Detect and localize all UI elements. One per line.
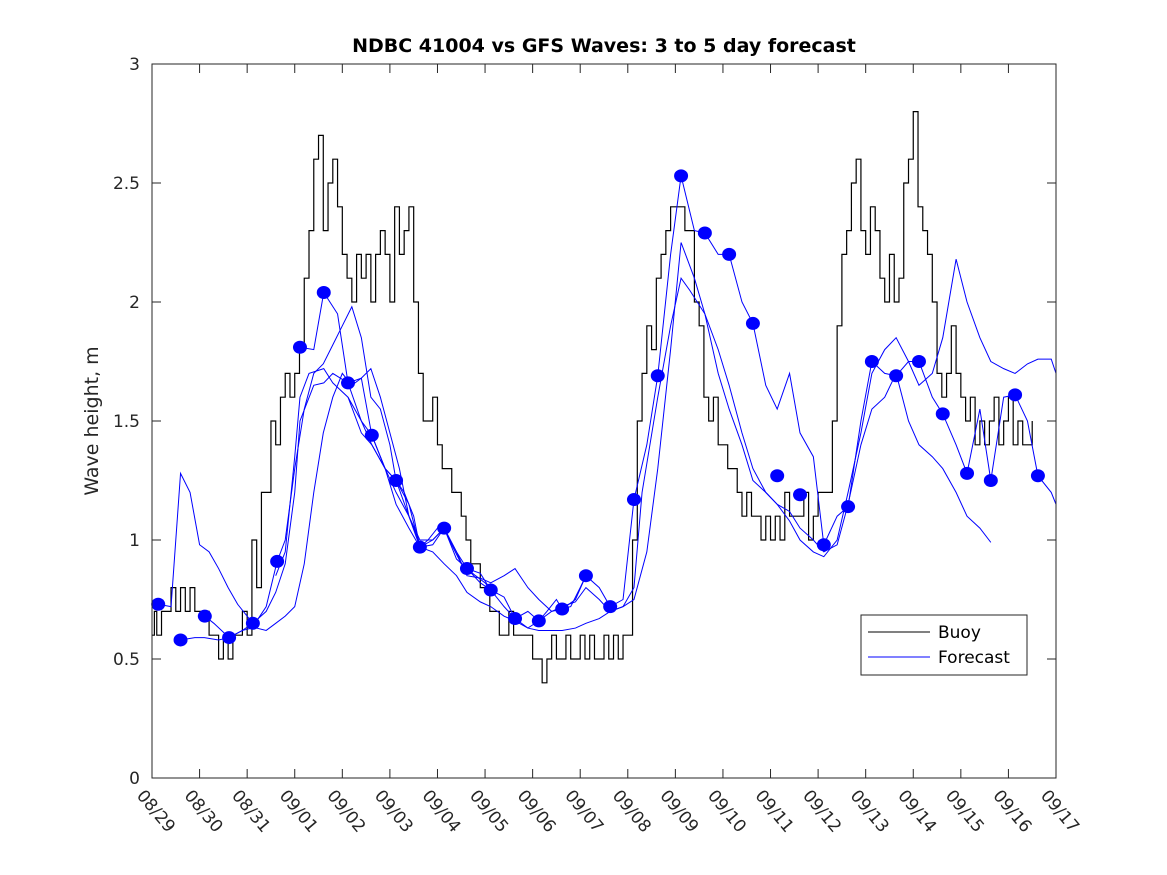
forecast-marker <box>816 538 831 552</box>
forecast-marker <box>603 600 618 614</box>
forecast-marker <box>316 285 331 299</box>
forecast-marker <box>770 469 785 483</box>
legend-forecast-label: Forecast <box>938 648 1010 668</box>
y-axis-label: Wave height, m <box>81 346 103 495</box>
forecast-marker <box>935 407 950 421</box>
forecast-marker <box>793 488 808 502</box>
legend-box <box>860 614 1028 676</box>
forecast-marker <box>197 609 212 623</box>
y-tick-label: 3 <box>129 55 140 75</box>
forecast-marker <box>222 631 237 645</box>
y-tick-label: 1.5 <box>113 412 140 432</box>
legend: Buoy Forecast <box>860 614 1028 676</box>
forecast-marker <box>864 355 879 368</box>
forecast-marker <box>292 340 307 354</box>
forecast-marker <box>270 554 285 568</box>
forecast-series-line-4 <box>275 276 992 631</box>
y-tick-label: 2.5 <box>113 174 140 194</box>
forecast-marker <box>626 493 641 507</box>
chart-title: NDBC 41004 vs GFS Waves: 3 to 5 day fore… <box>352 35 856 57</box>
forecast-marker <box>508 612 523 626</box>
forecast-marker <box>245 616 260 630</box>
forecast-series-line-6 <box>347 242 1057 612</box>
y-tick-label: 0 <box>129 769 140 789</box>
y-tick-label: 1 <box>129 531 140 551</box>
forecast-marker <box>889 369 904 383</box>
forecast-marker <box>341 376 356 390</box>
forecast-marker <box>697 226 712 240</box>
y-tick-label: 2 <box>129 293 140 313</box>
forecast-marker <box>437 521 452 535</box>
buoy-series-line <box>152 111 1033 684</box>
forecast-marker <box>389 474 404 487</box>
forecast-marker <box>555 602 570 616</box>
legend-buoy-label: Buoy <box>938 623 981 643</box>
forecast-marker <box>412 540 427 554</box>
forecast-marker <box>151 597 166 611</box>
forecast-marker <box>983 474 998 487</box>
forecast-marker <box>841 500 856 514</box>
forecast-marker <box>722 247 737 261</box>
forecast-marker <box>578 569 593 583</box>
forecast-marker <box>173 633 188 647</box>
forecast-marker <box>650 369 665 383</box>
forecast-marker <box>960 466 975 480</box>
forecast-marker <box>674 169 689 183</box>
forecast-marker <box>483 583 498 597</box>
forecast-series-line-1 <box>158 367 419 631</box>
forecast-marker <box>364 428 379 442</box>
y-tick-label: 0.5 <box>113 650 140 670</box>
forecast-marker <box>1030 469 1045 483</box>
forecast-marker <box>911 355 926 368</box>
forecast-marker <box>745 316 760 330</box>
marker-layer <box>151 169 1045 647</box>
forecast-marker <box>531 614 546 628</box>
forecast-marker <box>1008 388 1023 402</box>
forecast-marker <box>459 562 474 576</box>
